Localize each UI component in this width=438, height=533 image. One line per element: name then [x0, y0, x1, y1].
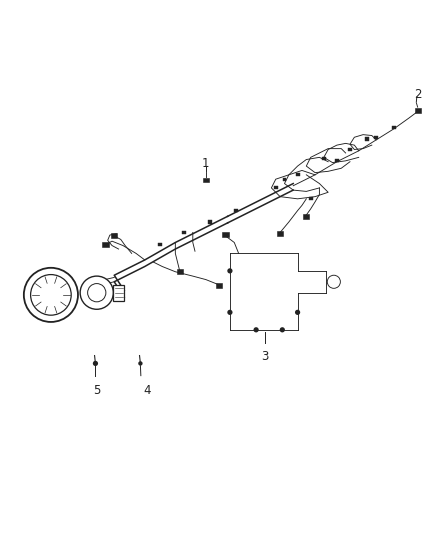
Bar	[102, 242, 109, 247]
Bar	[274, 187, 278, 190]
Bar	[365, 138, 369, 141]
Text: 3: 3	[261, 350, 268, 362]
Bar	[283, 177, 286, 181]
Circle shape	[327, 275, 340, 288]
Text: 5: 5	[93, 384, 100, 398]
Bar	[296, 173, 300, 176]
Circle shape	[80, 276, 113, 309]
Bar	[277, 231, 283, 236]
Bar	[158, 243, 162, 246]
Circle shape	[295, 310, 300, 315]
Circle shape	[93, 361, 98, 366]
Text: 1: 1	[202, 157, 210, 171]
Bar	[182, 231, 186, 234]
Bar	[415, 108, 421, 112]
Circle shape	[31, 274, 71, 315]
Circle shape	[227, 310, 233, 315]
Text: 2: 2	[414, 87, 421, 101]
Bar	[374, 136, 378, 139]
Circle shape	[227, 268, 233, 273]
Bar	[177, 269, 183, 274]
Bar	[303, 214, 309, 219]
Bar	[111, 232, 117, 238]
Bar	[223, 232, 229, 237]
Circle shape	[138, 361, 143, 366]
Bar	[322, 157, 326, 160]
Bar	[335, 159, 339, 163]
Bar	[208, 220, 212, 223]
Bar	[309, 197, 313, 200]
Circle shape	[24, 268, 78, 322]
Bar	[216, 283, 222, 288]
Bar	[203, 177, 209, 182]
Bar	[234, 209, 238, 212]
Circle shape	[88, 284, 106, 302]
Circle shape	[254, 327, 259, 333]
Bar	[392, 126, 396, 129]
Circle shape	[280, 327, 285, 333]
Bar	[348, 148, 352, 151]
Text: 4: 4	[143, 384, 151, 398]
Bar	[113, 285, 124, 301]
